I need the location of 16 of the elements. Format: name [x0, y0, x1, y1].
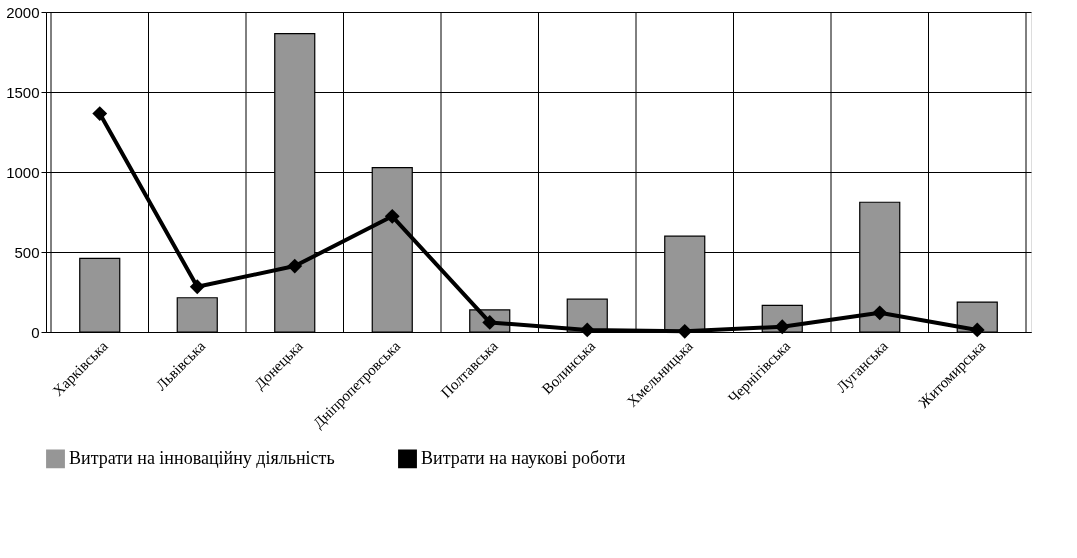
point [384, 208, 400, 224]
legend-label: Витрати на інноваційну діяльність [69, 447, 335, 468]
point [872, 305, 888, 321]
y-tick-label: 500 [14, 243, 40, 261]
point [677, 323, 693, 339]
y-tick-label: 0 [31, 323, 40, 341]
point [969, 322, 985, 338]
point [579, 322, 595, 338]
legend-label: Витрати на наукові роботи [421, 447, 626, 468]
point [287, 258, 303, 274]
point [774, 319, 790, 335]
point [189, 279, 205, 295]
point [92, 106, 108, 122]
y-tick-label: 1500 [6, 83, 40, 101]
y-tick-label: 2000 [6, 3, 40, 21]
y-tick-label: 1000 [6, 163, 40, 181]
